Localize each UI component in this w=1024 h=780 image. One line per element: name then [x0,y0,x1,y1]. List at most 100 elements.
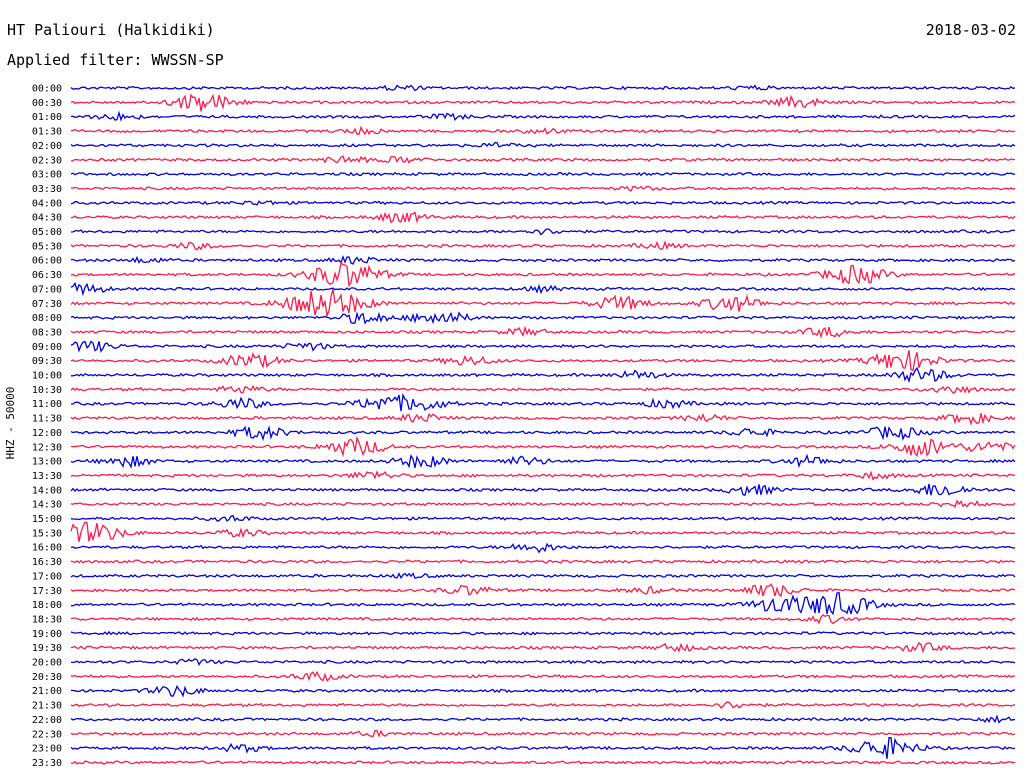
trace-line [70,155,1016,165]
trace-line [70,670,1016,682]
trace-line [70,701,1016,709]
time-label: 13:30 [32,471,62,482]
time-label: 19:30 [32,643,62,654]
trace-line [70,261,1016,288]
trace-line [70,84,1016,92]
trace-line [70,288,1016,319]
time-label: 12:00 [32,428,62,439]
time-label: 01:30 [32,127,62,138]
time-label: 23:00 [32,744,62,755]
trace-line [70,240,1016,251]
trace-line [70,760,1016,765]
trace-line [70,171,1016,177]
time-label: 08:30 [32,327,62,338]
trace-line [70,211,1016,224]
trace-line [70,200,1016,206]
trace-line [70,559,1016,564]
time-label: 17:00 [32,571,62,582]
time-label: 04:30 [32,213,62,224]
trace-line [70,470,1016,481]
time-label: 21:30 [32,701,62,712]
y-axis-label: HHZ - 50000 [4,387,17,460]
trace-line [70,542,1016,554]
time-label: 04:00 [32,198,62,209]
trace-line [70,483,1016,496]
time-label: 05:30 [32,241,62,252]
time-label: 08:00 [32,313,62,324]
time-label: 02:30 [32,155,62,166]
trace-line [70,125,1016,136]
time-label: 12:30 [32,442,62,453]
time-label: 23:30 [32,758,62,769]
time-label: 00:30 [32,98,62,109]
time-label: 20:00 [32,658,62,669]
station-title: HT Paliouri (Halkidiki) [7,21,215,39]
trace-line [70,350,1016,372]
time-label: 17:30 [32,586,62,597]
time-label: 15:30 [32,528,62,539]
trace-line [70,572,1016,580]
trace-line [70,684,1016,698]
time-label-group: 00:00 00:30 01:00 01:30 02:00 02:30 03:00 03:30… [32,84,62,769]
trace-line [70,255,1016,265]
trace-group [70,84,1016,765]
time-label: 14:00 [32,485,62,496]
trace-line [70,425,1016,442]
time-label: 18:30 [32,614,62,625]
trace-line [70,366,1016,384]
time-label: 15:00 [32,514,62,525]
time-label: 22:30 [32,729,62,740]
time-label: 07:00 [32,284,62,295]
trace-line [70,384,1016,394]
time-label: 00:00 [32,84,62,95]
time-label: 16:00 [32,543,62,554]
trace-line [70,311,1016,325]
trace-line [70,453,1016,469]
time-label: 16:30 [32,557,62,568]
trace-line [70,228,1016,236]
time-label: 10:30 [32,385,62,396]
time-label: 21:00 [32,686,62,697]
trace-line [70,583,1016,598]
trace-line [70,93,1016,112]
time-label: 11:30 [32,414,62,425]
filter-name: WWSSN-SP [151,51,224,69]
time-label: 18:00 [32,600,62,611]
time-label: 03:30 [32,184,62,195]
filter-prefix: Applied filter: [7,51,143,69]
time-label: 09:00 [32,342,62,353]
time-label: 10:00 [32,371,62,382]
trace-line [70,714,1016,724]
trace-line [70,737,1016,759]
time-label: 20:30 [32,672,62,683]
trace-line [70,110,1016,122]
time-label: 07:30 [32,299,62,310]
time-label: 05:00 [32,227,62,238]
trace-line [70,340,1016,353]
trace-line [70,729,1016,738]
trace-line [70,630,1016,636]
trace-line [70,591,1016,616]
trace-line [70,521,1016,542]
time-label: 02:00 [32,141,62,152]
time-label: 01:00 [32,112,62,123]
trace-line [70,412,1016,426]
trace-line [70,281,1016,297]
time-label: 22:00 [32,715,62,726]
filter-label: Applied filter: WWSSN-SP [7,51,224,69]
time-label: 03:00 [32,170,62,181]
trace-line [70,325,1016,339]
time-label: 09:30 [32,356,62,367]
time-label: 06:00 [32,256,62,267]
trace-line [70,499,1016,508]
trace-line [70,614,1016,625]
time-label: 19:00 [32,629,62,640]
trace-line [70,514,1016,522]
trace-line [70,392,1016,412]
time-label: 11:00 [32,399,62,410]
time-label: 13:00 [32,457,62,468]
date-label: 2018-03-02 [925,21,1016,39]
trace-line [70,185,1016,192]
time-label: 06:30 [32,270,62,281]
